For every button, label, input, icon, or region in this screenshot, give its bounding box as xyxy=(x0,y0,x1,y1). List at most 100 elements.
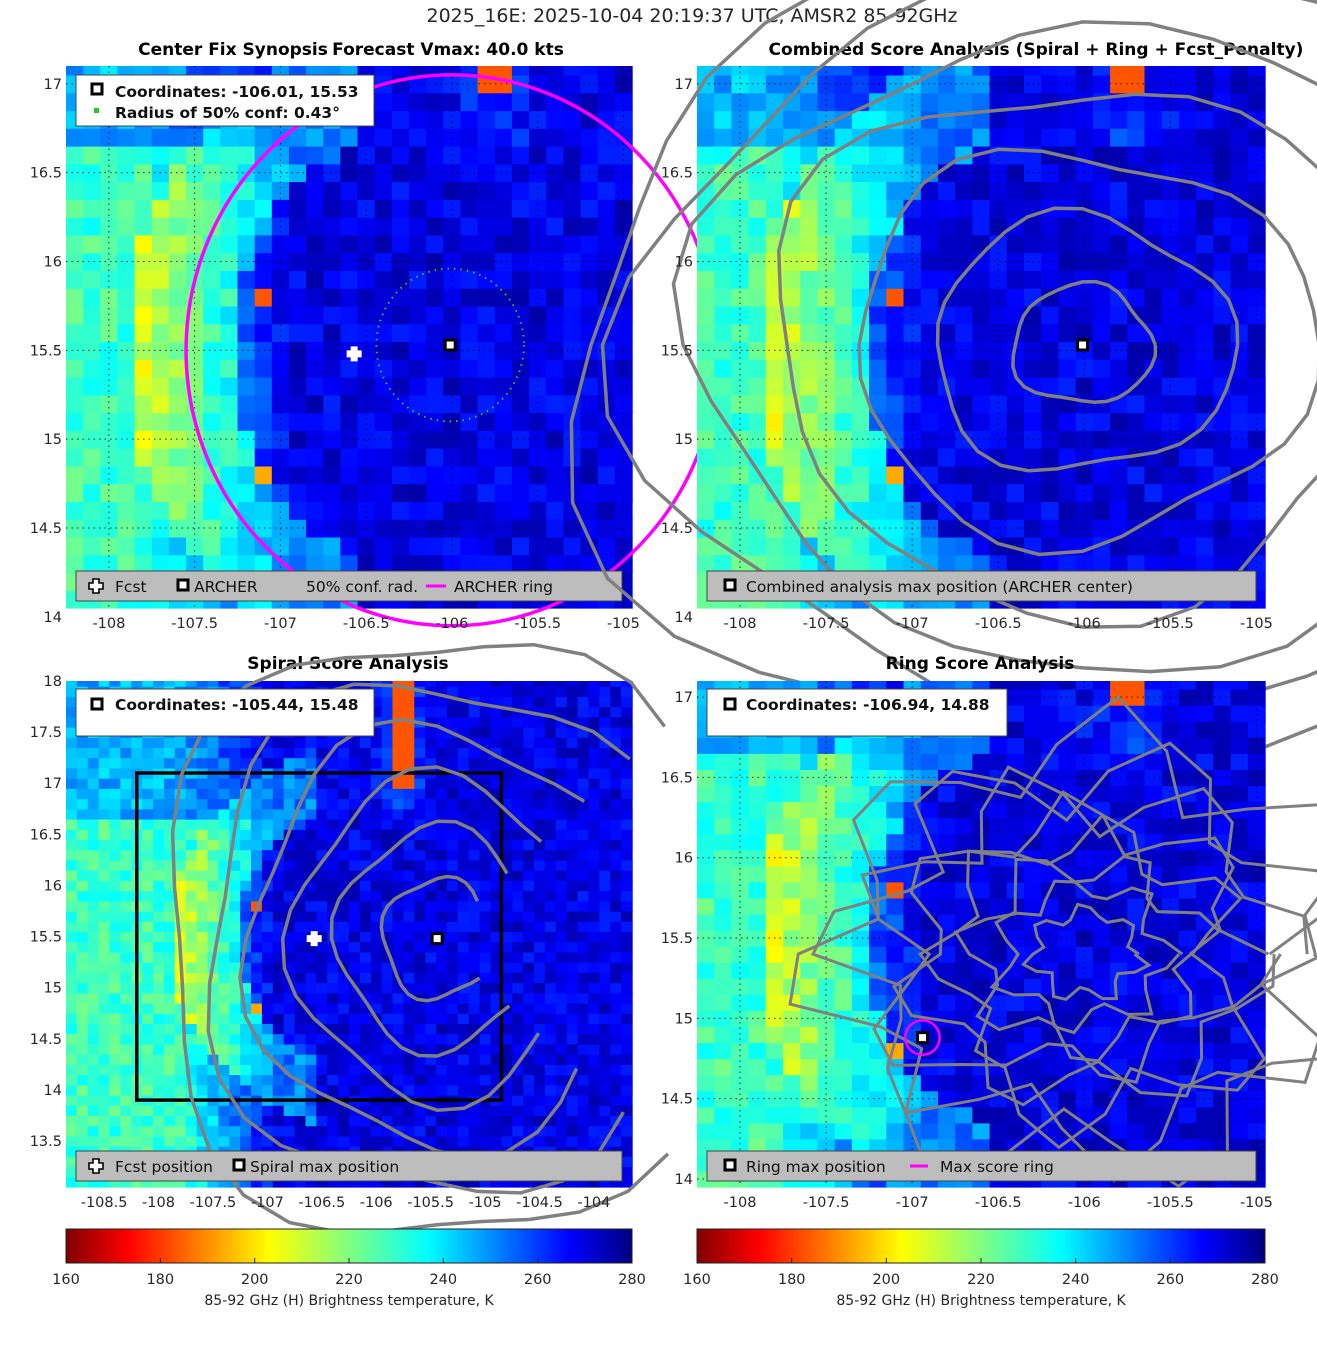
ytick-label: 14.5 xyxy=(30,521,62,537)
xtick-label: -107 xyxy=(896,1195,929,1211)
colorbar-tick-label: 200 xyxy=(872,1272,900,1288)
xtick-label: -107.5 xyxy=(803,616,850,632)
ytick-label: 16.5 xyxy=(661,166,693,182)
combined-title: Combined Score Analysis (Spiral + Ring +… xyxy=(769,40,1304,60)
synopsis-legend: Fcst ARCHER 50% conf. rad. ARCHER ring xyxy=(75,570,623,602)
xtick-label: -108 xyxy=(724,616,757,632)
contour-line xyxy=(1011,279,1158,405)
xtick-label: -107.5 xyxy=(190,1195,237,1211)
colorbar-tick-label: 260 xyxy=(1156,1272,1184,1288)
contour-line xyxy=(671,20,1317,674)
ytick-label: 15 xyxy=(675,1011,693,1027)
xtick-label: -106 xyxy=(435,616,468,632)
ring-coordinates: Coordinates: -106.94, 14.88 xyxy=(746,696,990,714)
xtick-label: -106 xyxy=(1068,1195,1101,1211)
ytick-label: 16.5 xyxy=(30,827,62,843)
ring-legend: Ring max position Max score ring xyxy=(706,1150,1257,1182)
ytick-label: 15 xyxy=(675,432,693,448)
colorbar-right: 85-92 GHz (H) Brightness temperature, K xyxy=(696,1228,1266,1309)
ytick-label: 14.5 xyxy=(661,1092,693,1108)
colorbar-tick-label: 160 xyxy=(52,1272,80,1288)
ring-title: Ring Score Analysis xyxy=(886,654,1075,674)
xtick-label: -108.5 xyxy=(81,1195,128,1211)
grid-lines xyxy=(697,66,1265,608)
combined-legend: Combined analysis max position (ARCHER c… xyxy=(706,570,1257,602)
contour-line xyxy=(953,854,1222,1063)
xtick-label: -107 xyxy=(251,1195,284,1211)
ytick-label: 15 xyxy=(44,432,62,448)
heatmap-cells xyxy=(66,681,633,1188)
ytick-label: 16 xyxy=(675,851,693,867)
synopsis-forecast-vmax: Forecast Vmax: 40.0 kts xyxy=(332,40,564,60)
ytick-label: 14 xyxy=(44,610,62,626)
heatmap-cells xyxy=(697,681,1266,1188)
ytick-label: 16 xyxy=(675,255,693,271)
legend-archer: ARCHER xyxy=(194,578,258,596)
xtick-label: -105.5 xyxy=(1147,616,1194,632)
panel-synopsis: Center Fix Synopsis Forecast Vmax: 40.0 … xyxy=(66,40,720,628)
ytick-label: 17 xyxy=(675,77,693,93)
synopsis-info-box: Coordinates: -106.01, 15.53 Radius of 50… xyxy=(75,74,375,127)
ytick-label: 17 xyxy=(44,77,62,93)
xtick-label: -107.5 xyxy=(803,1195,850,1211)
xtick-label: -105 xyxy=(1240,616,1273,632)
xtick-label: -106.5 xyxy=(343,616,390,632)
ytick-label: 14.5 xyxy=(30,1032,62,1048)
xtick-label: -105.5 xyxy=(1147,1195,1194,1211)
xtick-label: -106.5 xyxy=(298,1195,345,1211)
ring-info-box: Coordinates: -106.94, 14.88 xyxy=(706,688,1008,737)
xtick-label: -105.5 xyxy=(407,1195,454,1211)
ytick-label: 16 xyxy=(44,878,62,894)
colorbar-tick-label: 180 xyxy=(778,1272,806,1288)
conf-radius-icon xyxy=(94,108,99,113)
synopsis-plot-area xyxy=(66,66,720,628)
xtick-label: -105 xyxy=(607,616,640,632)
synopsis-conf-radius: Radius of 50% conf: 0.43° xyxy=(115,104,340,122)
spiral-marker-icon xyxy=(90,697,104,711)
colorbar-tick-label: 240 xyxy=(1062,1272,1090,1288)
xtick-label: -107.5 xyxy=(171,616,218,632)
legend-conf-rad: 50% conf. rad. xyxy=(306,578,418,596)
xtick-label: -107 xyxy=(896,616,929,632)
colorbar-tick-label: 200 xyxy=(241,1272,269,1288)
colorbar-tick-label: 260 xyxy=(524,1272,552,1288)
colorbar-left-label: 85-92 GHz (H) Brightness temperature, K xyxy=(204,1293,494,1309)
xtick-label: -104 xyxy=(577,1195,610,1211)
synopsis-coordinates: Coordinates: -106.01, 15.53 xyxy=(115,83,359,101)
colorbar-tick-label: 240 xyxy=(429,1272,457,1288)
xtick-label: -106.5 xyxy=(975,1195,1022,1211)
panel-ring: Ring Score Analysis Coordinates: -106.94… xyxy=(697,654,1317,1188)
panel-spiral: Spiral Score Analysis Coordinates: -105.… xyxy=(66,642,670,1235)
ring-max-marker xyxy=(915,1031,929,1045)
contour-line xyxy=(329,819,511,1058)
ytick-label: 16.5 xyxy=(30,166,62,182)
contour-line xyxy=(857,147,1317,557)
legend-ring-max: Ring max position xyxy=(746,1158,886,1176)
spiral-title: Spiral Score Analysis xyxy=(247,654,448,674)
xtick-label: -106.5 xyxy=(975,616,1022,632)
ytick-label: 14 xyxy=(675,1172,693,1188)
colorbar-tick-label: 280 xyxy=(1251,1272,1279,1288)
ytick-label: 15.5 xyxy=(30,930,62,946)
synopsis-title: Center Fix Synopsis xyxy=(138,40,328,60)
legend-combined-max: Combined analysis max position (ARCHER c… xyxy=(746,578,1133,596)
colorbar-tick-label: 180 xyxy=(146,1272,174,1288)
archer-marker-icon xyxy=(90,82,104,96)
archer-square-icon xyxy=(176,578,190,592)
xtick-label: -104.5 xyxy=(516,1195,563,1211)
ytick-label: 15.5 xyxy=(661,931,693,947)
legend-archer-ring: ARCHER ring xyxy=(454,578,553,596)
ytick-label: 17.5 xyxy=(30,725,62,741)
colorbar-tick-label: 160 xyxy=(683,1272,711,1288)
ytick-label: 14 xyxy=(44,1083,62,1099)
archer-center-marker xyxy=(443,338,457,352)
fcst-marker xyxy=(346,346,362,362)
colorbar-left: 85-92 GHz (H) Brightness temperature, K xyxy=(65,1228,633,1309)
fcst-marker xyxy=(306,931,322,947)
contour-line xyxy=(280,765,543,1112)
contour-line xyxy=(918,813,1243,1084)
max-score-ring xyxy=(904,1019,941,1057)
ring-marker-icon xyxy=(723,697,737,711)
contour-line xyxy=(860,765,1317,1150)
